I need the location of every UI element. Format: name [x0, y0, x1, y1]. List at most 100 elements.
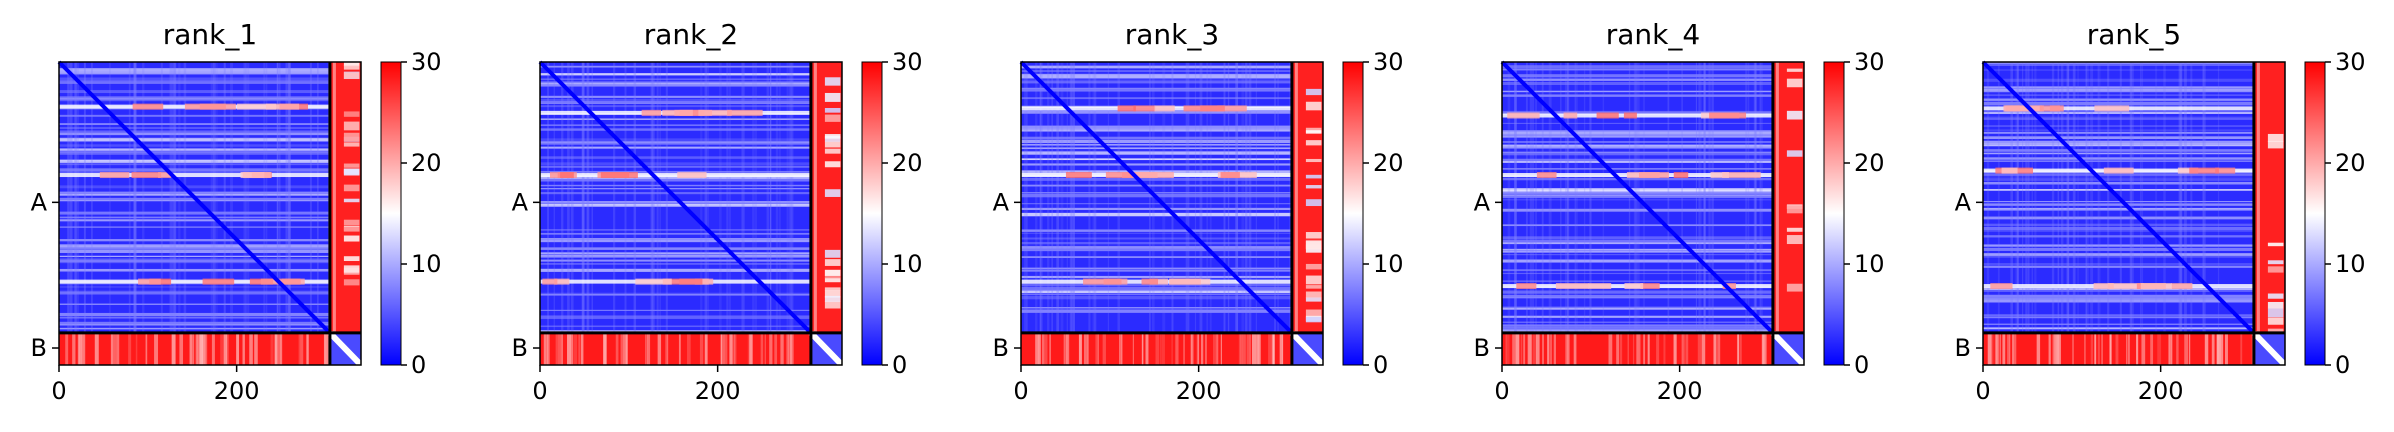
- heatmap-hotspot: [1623, 112, 1637, 119]
- bottom-strip-texture: [1619, 332, 1623, 365]
- heatmap-strong-band: [59, 279, 330, 284]
- heatmap-row-band: [540, 81, 811, 83]
- bottom-strip-texture: [189, 332, 193, 365]
- heatmap-col-band: [2017, 62, 2020, 333]
- bottom-strip-texture: [1171, 332, 1173, 365]
- bottom-strip-texture: [1242, 332, 1246, 365]
- heatmap-col-band: [309, 62, 312, 333]
- heatmap-row-band: [540, 188, 811, 190]
- heatmap-hotspot: [1083, 278, 1122, 285]
- heatmap-row-band: [1983, 314, 2254, 316]
- bottom-strip-texture: [2251, 332, 2253, 365]
- heatmap-row-band: [540, 128, 811, 131]
- bottom-strip-texture: [65, 332, 69, 365]
- heatmap-col-band: [2031, 62, 2033, 333]
- heatmap-row-band: [1021, 139, 1292, 144]
- heatmap-col-band: [74, 62, 76, 333]
- bottom-strip-texture: [2168, 332, 2171, 365]
- strip-spot: [343, 219, 360, 226]
- bottom-strip-texture: [1064, 332, 1068, 365]
- strip-spot: [824, 114, 841, 122]
- heatmap-col-band: [1541, 62, 1544, 333]
- bottom-strip-texture: [780, 332, 784, 365]
- heatmap-hotspot: [1117, 105, 1136, 112]
- bottom-strip-texture: [1161, 332, 1165, 365]
- heatmap-row-band: [1502, 294, 1773, 299]
- heatmap-hotspot: [132, 103, 164, 110]
- heatmap-row-band: [1983, 177, 2254, 179]
- bottom-strip-texture: [1120, 332, 1123, 365]
- strip-spot: [1305, 316, 1322, 323]
- heatmap-row-band: [59, 72, 330, 75]
- bottom-strip-texture: [769, 332, 772, 365]
- heatmap-row-band: [59, 77, 330, 81]
- heatmap-hotspot: [1183, 105, 1225, 112]
- heatmap-hotspot: [1555, 283, 1589, 290]
- bottom-strip-texture: [2224, 332, 2228, 365]
- heatmap-row-band: [540, 147, 811, 149]
- bottom-strip-texture: [72, 332, 76, 365]
- bottom-strip-texture: [2072, 332, 2074, 365]
- bottom-strip-texture: [749, 332, 753, 365]
- panel-title: rank_1: [163, 18, 257, 51]
- heatmap-col-band: [591, 62, 593, 333]
- heatmap-row-band: [540, 73, 811, 76]
- heatmap-col-band: [788, 62, 792, 333]
- bottom-strip-texture: [1681, 332, 1685, 365]
- heatmap-row-band: [59, 100, 330, 102]
- bottom-strip-texture: [546, 332, 550, 365]
- heatmap-col-band: [133, 62, 135, 333]
- strip-spot: [343, 256, 360, 262]
- heatmap-row-band: [1983, 207, 2254, 210]
- bottom-strip-texture: [306, 332, 309, 365]
- heatmap-hotspot: [99, 172, 130, 179]
- heatmap-hotspot: [1710, 172, 1729, 179]
- bottom-strip-texture: [1656, 332, 1660, 365]
- strip-spot: [824, 134, 841, 139]
- heatmap-col-band: [83, 62, 86, 333]
- heatmap-col-band: [1206, 62, 1209, 333]
- heatmap-row-band: [540, 78, 811, 81]
- heatmap-col-band: [561, 62, 564, 333]
- heatmap-diagonal: [1981, 60, 2256, 335]
- bottom-strip-texture: [770, 332, 773, 365]
- bottom-strip-texture: [1673, 332, 1677, 365]
- heatmap-hotspot: [542, 278, 558, 285]
- heatmap-col-band: [650, 62, 653, 333]
- bottom-strip-texture: [179, 332, 184, 365]
- heatmap-col-band: [1583, 62, 1586, 333]
- heatmap-row-band: [1021, 79, 1292, 82]
- heatmap-row-band: [540, 239, 811, 243]
- heatmap-row-band: [540, 118, 811, 120]
- heatmap-hotspot: [662, 278, 703, 285]
- heatmap-row-band: [1983, 160, 2254, 162]
- heatmap-row-band: [1502, 136, 1773, 138]
- heatmap-row-band: [1983, 327, 2254, 330]
- heatmap-strong-band: [1502, 113, 1773, 118]
- strip-spot: [2267, 301, 2284, 309]
- heatmap-col-band: [1039, 62, 1041, 333]
- bottom-strip-texture: [1553, 332, 1556, 365]
- bottom-strip-texture: [323, 332, 328, 365]
- bottom-strip-texture: [223, 332, 228, 365]
- heatmap-col-band: [1574, 62, 1578, 333]
- strip-spot: [1786, 283, 1803, 292]
- heatmap-col-band: [1026, 62, 1028, 333]
- heatmap-col-band: [277, 62, 279, 333]
- heatmap-col-band: [633, 62, 637, 333]
- bottom-strip-texture: [615, 332, 619, 365]
- heatmap: [1500, 60, 1807, 368]
- strip-spot: [1305, 275, 1322, 285]
- heatmap-row-band: [540, 263, 811, 265]
- y-tick-label: B: [31, 334, 47, 362]
- strip-spot: [343, 163, 360, 168]
- colorbar-tick-label: 0: [2335, 351, 2350, 379]
- strip-spot: [824, 107, 841, 113]
- bottom-strip-texture: [747, 332, 749, 365]
- heatmap-col-band: [1245, 62, 1247, 333]
- bottom-strip-texture: [1035, 332, 1039, 365]
- bottom-strip-texture: [2057, 332, 2061, 365]
- heatmap-row-band: [540, 141, 811, 145]
- heatmap-col-band: [1073, 62, 1076, 333]
- heatmap-col-band: [1274, 62, 1276, 333]
